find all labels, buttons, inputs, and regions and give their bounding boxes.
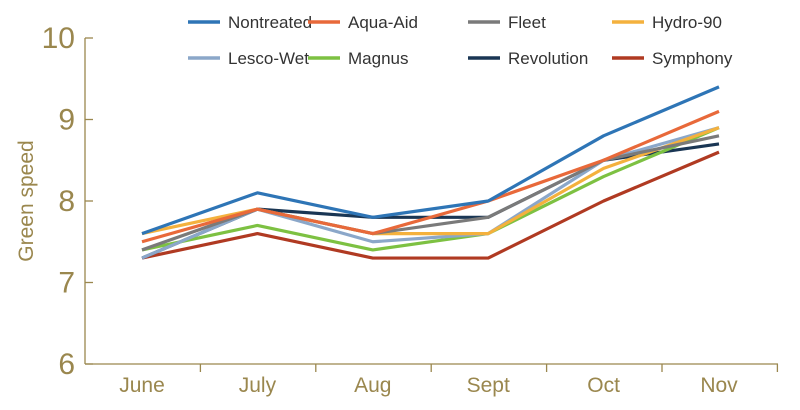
series-line-magnus <box>141 126 720 252</box>
x-tick-label: July <box>239 374 277 397</box>
y-tick-label: 7 <box>58 267 75 300</box>
x-tick-label: Sept <box>467 374 510 397</box>
x-tick-label: Nov <box>700 374 738 397</box>
x-tick-label: June <box>119 374 165 397</box>
legend-label-lesco-wet: Lesco-Wet <box>228 49 309 68</box>
series-line-nontreated <box>141 85 720 236</box>
legend-label-revolution: Revolution <box>508 49 588 68</box>
legend-label-hydro-90: Hydro-90 <box>652 13 722 32</box>
x-tick-label: Aug <box>354 374 391 397</box>
y-tick-label: 8 <box>58 185 75 218</box>
legend-label-fleet: Fleet <box>508 13 546 32</box>
series-line-symphony <box>141 150 720 260</box>
axes: 6 7 8 9 10 June July Aug Sept Oct Nov Green speed <box>15 22 779 397</box>
series-line-aqua-aid <box>141 109 720 244</box>
y-tick-label: 9 <box>58 104 75 137</box>
y-axis-title: Green speed <box>15 140 38 261</box>
legend-label-aqua-aid: Aqua-Aid <box>348 13 418 32</box>
series-lines <box>141 85 720 260</box>
y-tick-label: 6 <box>58 348 75 381</box>
legend-label-symphony: Symphony <box>652 49 733 68</box>
legend-label-nontreated: Nontreated <box>228 13 312 32</box>
legend-label-magnus: Magnus <box>348 49 408 68</box>
x-tick-label: Oct <box>587 374 620 397</box>
legend: Nontreated Aqua-Aid Fleet Hydro-90 Lesco-Wet… <box>188 13 733 68</box>
y-tick-label: 10 <box>42 22 75 55</box>
